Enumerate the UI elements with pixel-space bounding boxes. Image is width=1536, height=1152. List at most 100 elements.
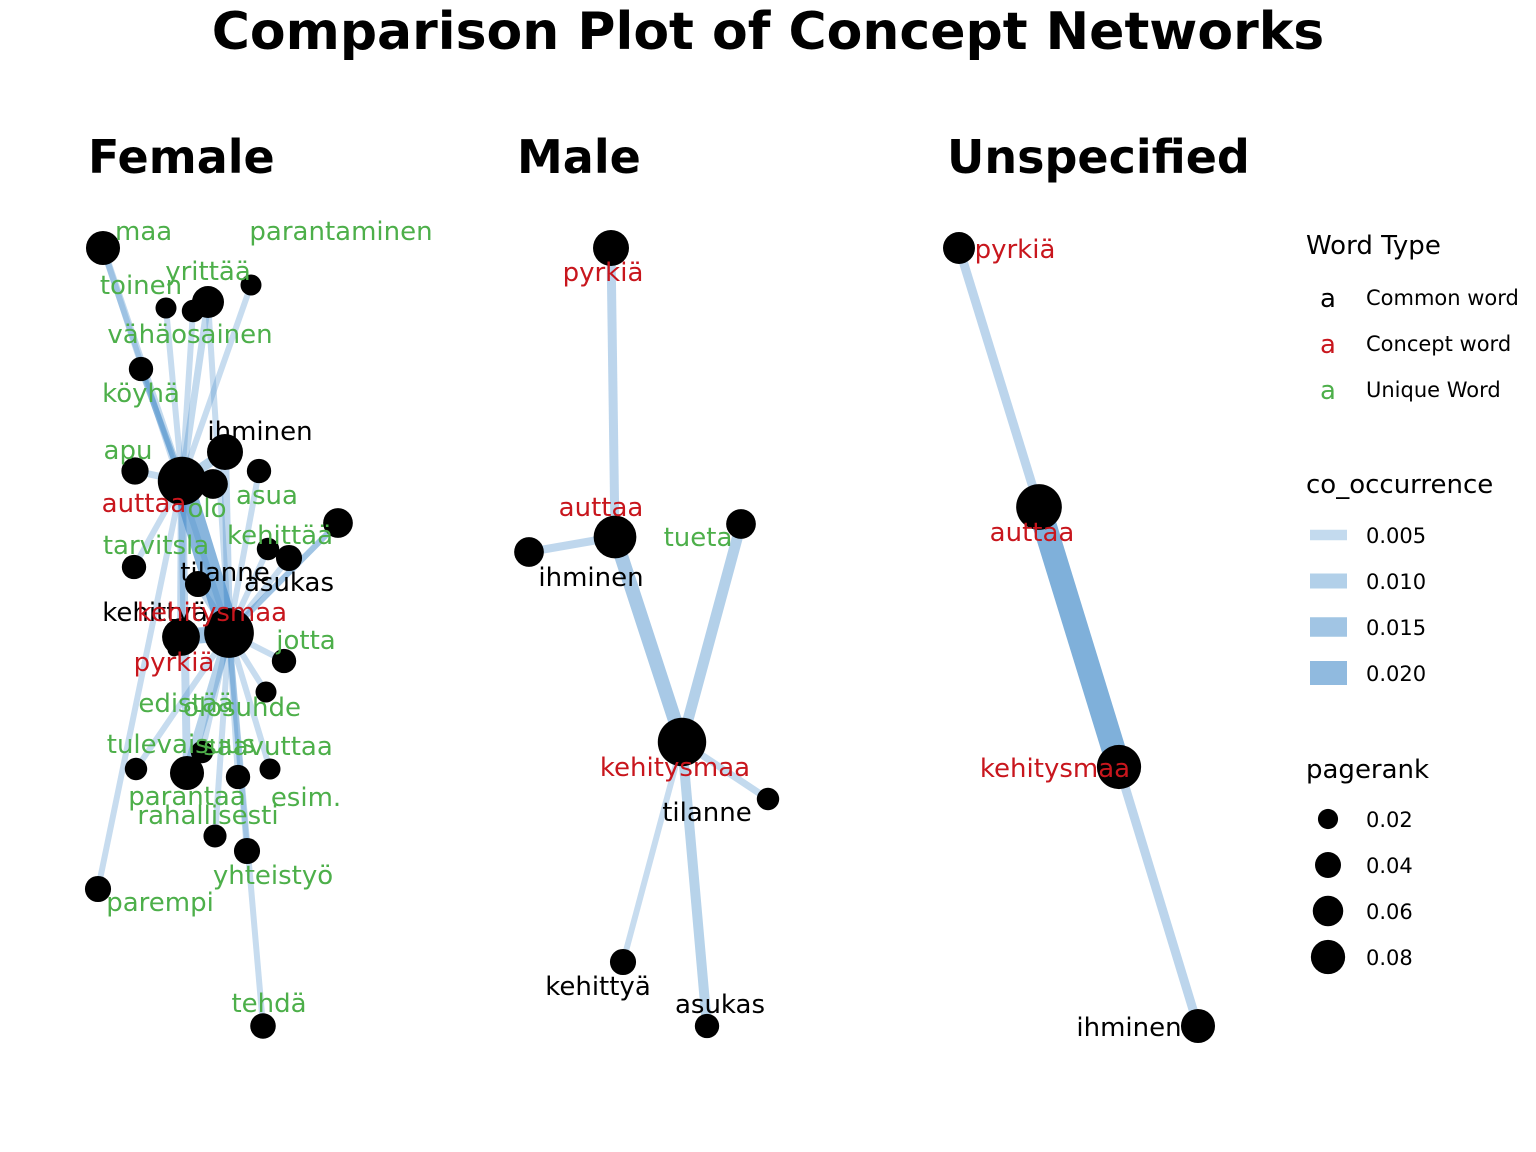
node-label: yhteistyö: [213, 861, 333, 891]
edge: [179, 310, 196, 482]
legend-node-swatch: [1315, 852, 1341, 878]
node-yhteistyo: [233, 837, 261, 865]
node-kehittaa: [323, 508, 353, 538]
node-jotta: [271, 648, 297, 674]
edge: [100, 247, 232, 634]
legend-title-co-occurrence: co_occurrence: [1306, 470, 1493, 500]
legend-item-label: 0.08: [1366, 946, 1413, 970]
node-label: edistää: [138, 689, 233, 719]
node-label: kehittyä: [102, 598, 208, 628]
node-label: auttaa: [559, 493, 644, 523]
node-tehda: [250, 1013, 276, 1039]
node-label: rahallisesti: [137, 801, 278, 831]
edge: [1114, 765, 1203, 1028]
legend-title-pagerank: pagerank: [1306, 755, 1429, 785]
node-vahaosainen: [128, 356, 154, 382]
edge: [954, 246, 1044, 509]
node-label: kehitysmaa: [137, 598, 287, 628]
edges: [528, 247, 770, 1027]
labels: pyrkiä auttaa kehitysmaa ihminen: [975, 235, 1182, 1043]
node-label: ihminen: [538, 563, 643, 593]
edge: [226, 520, 341, 636]
node-kehittya: [609, 948, 637, 976]
node-tueta: [726, 509, 756, 539]
node-tarvitsla: [121, 554, 147, 580]
edge: [133, 631, 232, 771]
node-pyrkia: [593, 230, 629, 266]
node-pyrkia: [943, 232, 975, 264]
node-pyrkia: [167, 643, 181, 657]
node-asukas: [694, 1013, 720, 1039]
edge: [677, 741, 712, 1027]
chart-title: Comparison Plot of Concept Networks: [211, 2, 1325, 62]
edge: [95, 480, 185, 890]
panel-title: Female: [88, 130, 275, 184]
node-tilanne: [184, 570, 212, 598]
legend-node-swatch: [1312, 895, 1344, 927]
node-esim: [225, 764, 251, 790]
panel-title: Male: [517, 130, 641, 184]
legend-title-word-type: Word Type: [1306, 231, 1441, 261]
node-label: köyhä: [102, 379, 180, 409]
node-olosuhde: [255, 681, 277, 703]
legend-item-label: 0.04: [1366, 854, 1413, 878]
node-label: maa: [115, 217, 172, 247]
edge: [212, 632, 232, 837]
edges: [954, 246, 1203, 1028]
legend-item-label: 0.015: [1366, 616, 1426, 640]
legend-key-glyph: a: [1320, 284, 1336, 314]
node-ihminen: [207, 434, 243, 470]
node-kehitysmaa: [1096, 744, 1142, 790]
node-label: tilanne: [180, 558, 270, 588]
node-label: kehitysmaa: [600, 753, 750, 783]
node-label: parantaa: [128, 782, 246, 812]
legend-key-glyph: a: [1320, 376, 1336, 406]
node-label: olo: [187, 494, 226, 524]
node-parantaa: [169, 755, 205, 791]
node-label: tulevaisuus: [107, 730, 255, 760]
node-tulevaisuus: [124, 757, 148, 781]
node-toinen: [155, 297, 177, 319]
node-label: auttaa: [102, 489, 187, 519]
nodes: [84, 230, 353, 1039]
node-label: asua: [236, 481, 298, 511]
edge: [177, 480, 186, 638]
node-label: yrittää: [165, 257, 251, 287]
edge: [171, 477, 240, 637]
legend-item-label: 0.005: [1366, 524, 1426, 548]
legend-key-glyph: a: [1320, 330, 1336, 360]
node-maa: [85, 230, 121, 266]
panel-male: Male pyrkiä auttaa tueta ihminen kehitysmaa ti…: [514, 130, 780, 1039]
node-label: kehitysmaa: [980, 754, 1130, 784]
edge: [676, 522, 747, 744]
legend-item-label: 0.02: [1366, 808, 1413, 832]
legend-item-label: 0.06: [1366, 900, 1413, 924]
edge: [1027, 503, 1131, 771]
node-label: parantaminen: [249, 217, 432, 247]
node-label: auttaa: [990, 518, 1075, 548]
edge: [179, 284, 254, 482]
node-tilanne: [756, 787, 780, 811]
edge: [226, 470, 262, 634]
node-label: ihminen: [1076, 1013, 1181, 1043]
node-saavuttaa: [259, 758, 281, 780]
node-label: kehittyä: [545, 972, 651, 1002]
node-toinen2: [181, 299, 205, 323]
edge: [163, 307, 185, 482]
node-label: asukas: [244, 568, 334, 598]
edge: [606, 247, 620, 538]
node-rahallisesti: [203, 824, 227, 848]
edge: [620, 741, 685, 963]
node-label: tueta: [664, 523, 733, 553]
node-label: esim.: [271, 783, 341, 813]
node-edistaa: [190, 740, 214, 764]
node-auttaa: [1016, 484, 1062, 530]
node-label: ihminen: [207, 417, 312, 447]
node-label: pyrkiä: [134, 648, 215, 678]
node-kehitysmaa: [657, 717, 707, 767]
node-auttaa: [157, 456, 207, 506]
nodes: [943, 232, 1216, 1044]
